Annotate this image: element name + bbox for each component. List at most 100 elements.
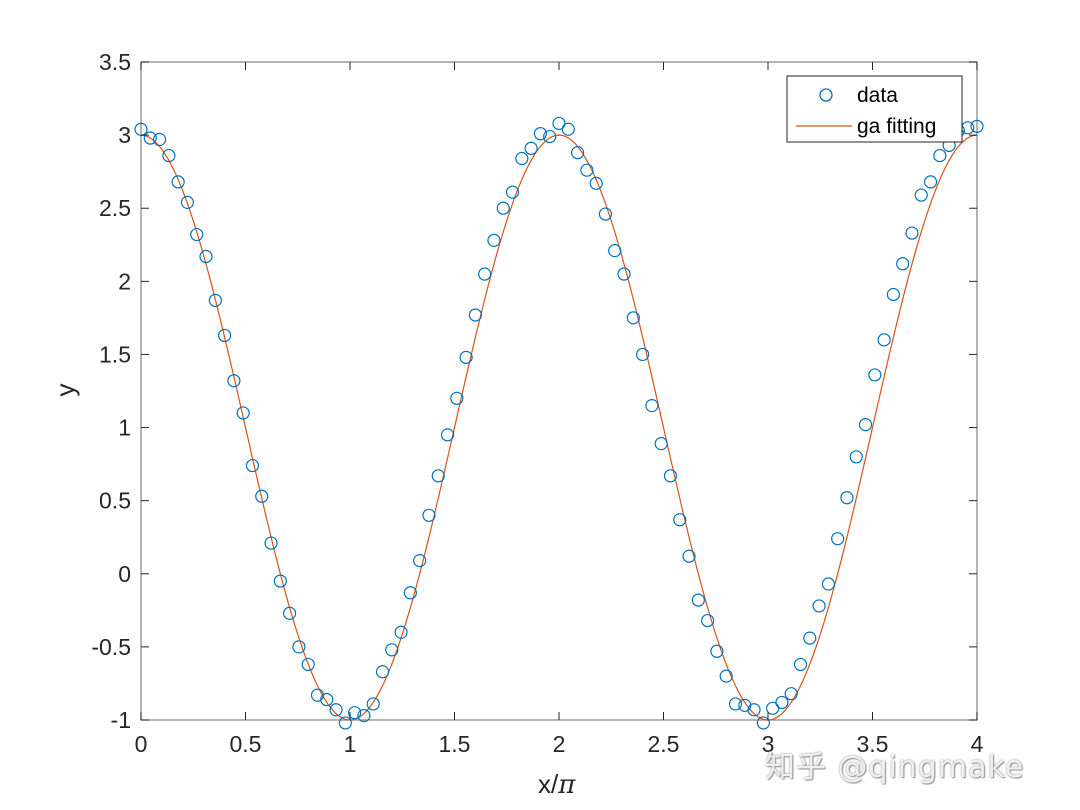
data-point-marker — [598, 207, 613, 221]
data-point-marker — [338, 716, 352, 730]
data-point-marker — [357, 709, 371, 723]
data-point-marker — [348, 706, 362, 720]
data-point-marker — [710, 644, 724, 658]
data-point-marker — [775, 695, 789, 710]
y-tick-label: 2.5 — [99, 195, 131, 221]
y-tick-label: 3.5 — [99, 49, 131, 75]
x-tick-label: 4 — [971, 731, 984, 757]
data-point-marker — [933, 148, 947, 163]
x-tick-label: 1.5 — [439, 731, 471, 757]
y-tick-label: 0 — [118, 561, 131, 587]
data-point-marker — [608, 244, 622, 258]
data-point-marker — [292, 640, 306, 654]
data-point-marker — [366, 697, 380, 711]
data-point-marker — [468, 308, 482, 322]
data-point-marker — [645, 399, 659, 413]
data-point-marker — [635, 347, 650, 362]
data-point-marker — [524, 141, 538, 155]
data-point-marker — [886, 287, 901, 302]
y-axis-label: y — [50, 384, 80, 397]
data-point-marker — [450, 391, 464, 405]
data-point-marker — [180, 195, 195, 209]
data-point-marker — [747, 703, 761, 717]
data-point-marker — [840, 491, 854, 505]
data-point-marker — [803, 631, 817, 645]
y-tick-label: 1 — [118, 415, 131, 441]
data-point-marker — [394, 625, 408, 639]
data-point-marker — [654, 437, 668, 451]
data-point-marker — [199, 249, 213, 264]
data-point-marker — [663, 469, 678, 483]
data-point-marker — [756, 716, 770, 730]
data-point-marker — [236, 406, 250, 420]
x-tick-label: 3.5 — [857, 731, 889, 757]
data-point-marker — [403, 586, 417, 600]
x-axis-ticks: 0 0.5 1 1.5 2 2.5 3 3.5 4 — [135, 62, 984, 757]
fit-curve — [140, 134, 978, 721]
data-point-marker — [617, 267, 631, 281]
x-tick-label: 2 — [553, 731, 566, 757]
data-point-marker — [218, 328, 232, 343]
data-point-marker — [171, 175, 185, 189]
y-tick-label: 2 — [118, 268, 131, 294]
data-point-marker — [691, 593, 705, 607]
data-point-marker — [719, 669, 733, 683]
x-tick-label: 0.5 — [230, 731, 262, 757]
data-point-marker — [273, 574, 287, 588]
plot-area — [134, 61, 984, 730]
data-point-marker — [766, 701, 780, 715]
data-point-marker — [190, 227, 204, 242]
data-point-marker — [831, 532, 845, 546]
y-tick-label: -0.5 — [91, 634, 131, 660]
data-point-marker — [515, 151, 529, 166]
data-point-marker — [821, 577, 835, 591]
data-point-marker — [905, 226, 919, 240]
data-point-marker — [385, 643, 399, 657]
x-tick-label: 0 — [135, 731, 148, 757]
y-tick-label: 1.5 — [99, 341, 131, 367]
data-point-marker — [375, 665, 390, 679]
data-point-marker — [255, 489, 269, 503]
data-point-marker — [413, 554, 427, 568]
data-point-marker — [561, 122, 575, 136]
data-point-marker — [673, 513, 687, 527]
watermark: 知乎 @qingmake — [765, 750, 1025, 785]
axes-box — [140, 61, 978, 721]
data-point-marker — [440, 428, 455, 442]
data-point-marker — [478, 267, 492, 281]
data-point-marker — [329, 703, 343, 717]
data-point-marker — [152, 132, 167, 147]
data-point-marker — [784, 687, 798, 701]
data-point-marker — [580, 163, 594, 177]
data-point-marker — [487, 233, 501, 247]
data-point-marker — [162, 148, 176, 163]
data-point-marker — [459, 350, 473, 364]
x-tick-label: 1 — [344, 731, 357, 757]
data-point-marker — [589, 176, 603, 190]
data-point-marker — [701, 613, 715, 628]
data-point-marker — [793, 657, 808, 672]
data-point-marker — [208, 293, 222, 307]
data-point-marker — [245, 458, 260, 473]
legend-label-fit: ga fitting — [857, 115, 936, 138]
data-point-marker — [496, 201, 510, 215]
data-point-marker — [264, 536, 278, 550]
y-tick-label: 3 — [118, 122, 131, 148]
data-point-marker — [301, 657, 315, 672]
data-point-marker — [896, 257, 910, 271]
data-point-marker — [868, 368, 882, 382]
data-point-marker — [923, 175, 938, 189]
y-tick-label: 0.5 — [99, 488, 131, 514]
legend-label-data: data — [857, 84, 898, 107]
data-point-marker — [543, 129, 557, 144]
data-point-marker — [533, 127, 548, 141]
data-point-marker — [858, 418, 873, 432]
data-point-marker — [570, 146, 585, 160]
data-point-marker — [227, 374, 241, 388]
y-tick-label: -1 — [111, 707, 131, 733]
data-point-marker — [320, 692, 334, 707]
y-axis-ticks: -1 -0.5 0 0.5 1 1.5 2 2.5 3 3.5 — [91, 49, 977, 733]
data-point-marker — [682, 549, 696, 563]
legend-data-marker-icon — [819, 88, 833, 102]
